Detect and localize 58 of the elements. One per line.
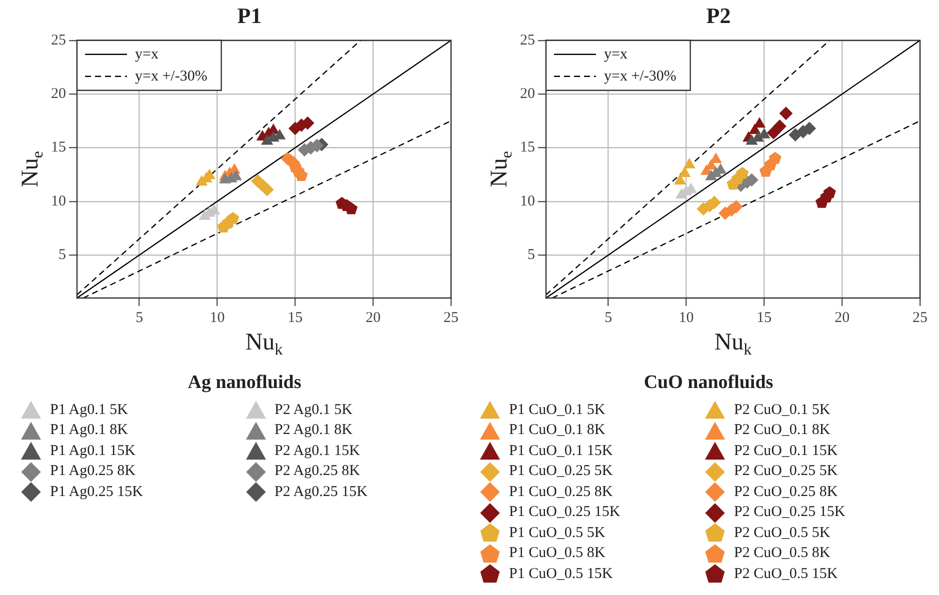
legend-label: P1 CuO_0.25 15K xyxy=(509,504,620,522)
y-tick-label: 5 xyxy=(58,247,66,264)
legend-label: P2 CuO_0.5 8K xyxy=(734,545,830,562)
y-tick-label: 5 xyxy=(528,247,535,264)
chart-title: P2 xyxy=(706,2,731,28)
legend-label: P2 Ag0.1 5K xyxy=(274,402,352,419)
legend-label: P2 CuO_0.25 5K xyxy=(734,463,838,480)
legend-label: y=x +/-30% xyxy=(135,68,208,84)
legend-label: P2 Ag0.1 15K xyxy=(274,442,360,460)
y-tick-label: 15 xyxy=(51,140,66,156)
legend-label: P1 Ag0.1 5K xyxy=(50,402,128,419)
y-axis-title: Nue xyxy=(17,150,46,188)
x-tick-label: 10 xyxy=(678,310,694,326)
legend-title: Ag nanofluids xyxy=(186,372,302,394)
legend-label: P1 CuO_0.1 15K xyxy=(509,442,613,460)
legend-label: P1 CuO_0.25 8K xyxy=(509,484,613,501)
legend-title: CuO nanofluids xyxy=(642,372,774,394)
legend-label: P2 CuO_0.1 8K xyxy=(734,422,830,440)
y-axis-title: Nue xyxy=(486,150,516,188)
legend-label: P2 CuO_0.5 15K xyxy=(734,566,838,583)
y-tick-label: 20 xyxy=(51,86,66,102)
y-tick-label: 25 xyxy=(51,32,66,48)
legend-label: P2 CuO_0.1 5K xyxy=(734,402,830,419)
legend-label: P1 Ag0.1 8K xyxy=(50,422,128,440)
legend-label: P1 CuO_0.25 5K xyxy=(509,463,613,480)
legend-label: P1 CuO_0.1 5K xyxy=(509,402,606,419)
y-tick-label: 15 xyxy=(520,140,535,156)
legend-label: y=x xyxy=(135,46,159,62)
y-tick-label: 10 xyxy=(51,193,66,210)
legend-label: P2 CuO_0.25 8K xyxy=(734,484,838,501)
chart-title: P1 xyxy=(237,2,262,28)
x-tick-label: 15 xyxy=(756,310,772,326)
legend-label: P2 Ag0.25 8K xyxy=(274,463,360,480)
legend-label: P1 Ag0.1 15K xyxy=(50,442,136,460)
legend-label: P2 Ag0.25 15K xyxy=(274,484,368,501)
legend-label: y=x xyxy=(604,46,628,62)
x-tick-label: 5 xyxy=(604,310,612,326)
legend-label: P1 CuO_0.1 8K xyxy=(509,422,606,440)
x-tick-label: 5 xyxy=(136,310,144,326)
y-tick-label: 20 xyxy=(520,86,535,102)
x-tick-label: 20 xyxy=(834,310,850,326)
x-tick-label: 20 xyxy=(366,310,381,326)
legend-label: P1 Ag0.25 8K xyxy=(50,463,136,480)
x-tick-label: 25 xyxy=(444,310,458,326)
y-tick-label: 10 xyxy=(520,193,535,210)
x-tick-label: 15 xyxy=(288,310,303,326)
y-tick-label: 25 xyxy=(520,32,535,48)
legend-label: y=x +/-30% xyxy=(604,68,676,84)
legend-label: P1 Ag0.25 15K xyxy=(50,484,143,501)
legend-label: P2 Ag0.1 8K xyxy=(274,422,352,440)
legend-label: P2 CuO_0.5 5K xyxy=(734,524,830,542)
x-tick-label: 10 xyxy=(210,310,225,326)
legend-label: P1 CuO_0.5 8K xyxy=(509,545,606,562)
legend-label: P2 CuO_0.1 15K xyxy=(734,442,838,460)
legend-label: P1 CuO_0.5 15K xyxy=(509,566,613,583)
legend-label: P1 CuO_0.5 5K xyxy=(509,524,606,542)
x-tick-label: 25 xyxy=(912,310,928,326)
legend-label: P2 CuO_0.25 15K xyxy=(734,504,846,522)
